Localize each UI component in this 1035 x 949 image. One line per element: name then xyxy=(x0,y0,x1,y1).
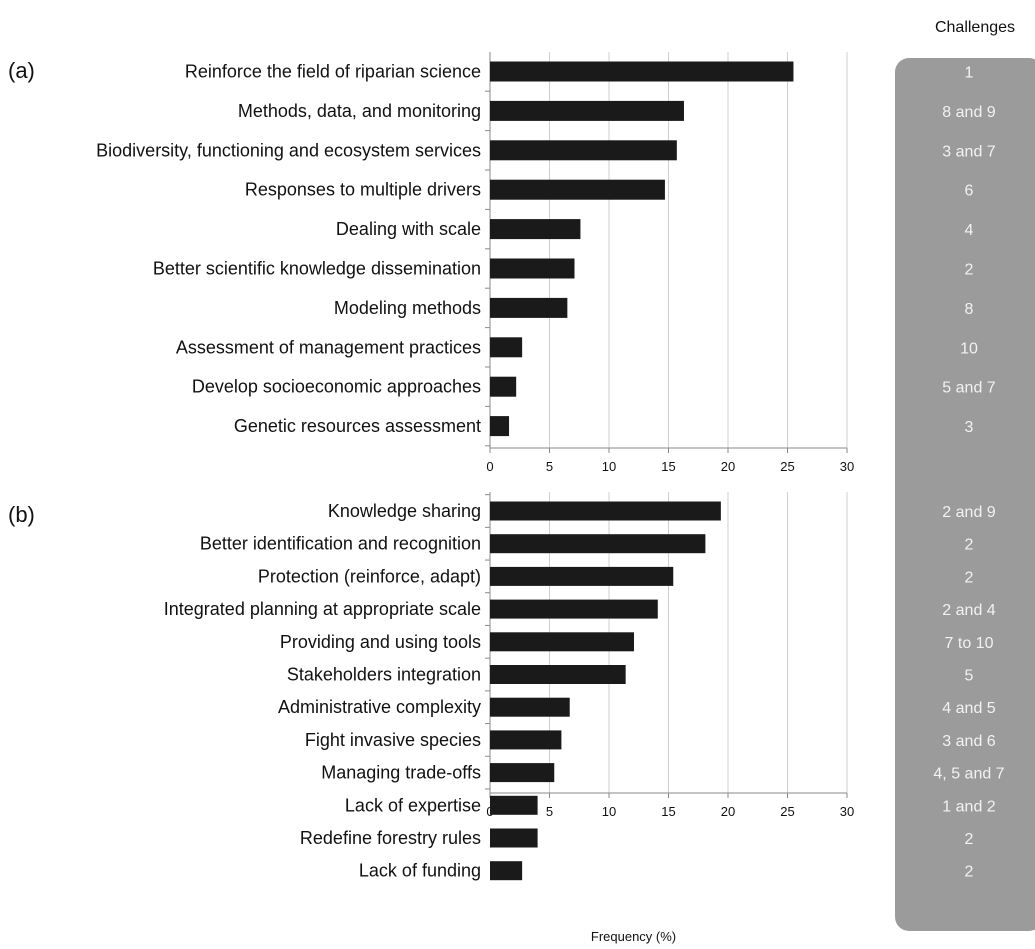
category-label: Redefine forestry rules xyxy=(300,828,481,848)
bar xyxy=(490,599,658,619)
challenge-label: 4, 5 and 7 xyxy=(933,766,1004,783)
challenge-label: 3 and 7 xyxy=(942,143,995,160)
bar xyxy=(490,297,568,318)
x-tick-label: 10 xyxy=(602,804,616,819)
category-label: Lack of expertise xyxy=(345,795,481,815)
category-label: Genetic resources assessment xyxy=(234,416,481,436)
category-label: Managing trade-offs xyxy=(321,763,481,783)
category-label: Protection (reinforce, adapt) xyxy=(258,566,481,586)
bar xyxy=(490,730,562,750)
bar xyxy=(490,534,706,554)
bar xyxy=(490,665,626,684)
panel-label: (a) xyxy=(8,58,35,83)
category-label: Stakeholders integration xyxy=(287,665,481,685)
challenge-label: 2 xyxy=(965,864,974,881)
category-label: Administrative complexity xyxy=(278,697,481,717)
bar xyxy=(490,566,674,586)
x-tick-label: 10 xyxy=(602,459,616,474)
category-label: Develop socioeconomic approaches xyxy=(192,377,481,397)
bar xyxy=(490,219,581,240)
x-tick-label: 0 xyxy=(486,459,493,474)
category-label: Methods, data, and monitoring xyxy=(238,101,481,121)
category-label: Providing and using tools xyxy=(280,632,481,652)
challenge-label: 2 xyxy=(965,537,974,554)
category-label: Lack of funding xyxy=(359,861,481,881)
challenge-label: 8 and 9 xyxy=(942,104,995,121)
category-label: Reinforce the field of riparian science xyxy=(185,62,481,82)
category-label: Fight invasive species xyxy=(305,730,481,750)
challenge-label: 3 xyxy=(965,419,974,436)
x-tick-label: 30 xyxy=(840,459,854,474)
category-label: Modeling methods xyxy=(334,298,481,318)
challenge-label: 6 xyxy=(965,183,974,200)
challenges-header: Challenges xyxy=(935,19,1015,36)
panel-label: (b) xyxy=(8,502,35,527)
panel-a: 0 5 10 15 20 25 30 (a) Reinforce the field of ri… xyxy=(8,52,996,474)
challenge-label: 3 and 6 xyxy=(942,733,995,750)
challenge-label: 2 and 9 xyxy=(942,504,995,521)
x-tick-label: 5 xyxy=(546,459,553,474)
challenge-label: 4 and 5 xyxy=(942,700,995,717)
challenge-label: 1 xyxy=(965,65,974,82)
bar xyxy=(490,763,555,783)
bar xyxy=(490,697,570,717)
x-tick-label: 30 xyxy=(840,804,854,819)
x-tick-label: 20 xyxy=(721,459,735,474)
challenge-label: 5 and 7 xyxy=(942,380,995,397)
bar xyxy=(490,376,517,397)
x-tick-label: 25 xyxy=(780,459,794,474)
challenge-label: 10 xyxy=(960,340,978,357)
challenge-label: 2 xyxy=(965,569,974,586)
bar xyxy=(490,632,634,652)
bar xyxy=(490,416,510,437)
challenge-label: 2 xyxy=(965,262,974,279)
bar xyxy=(490,179,665,200)
category-label: Responses to multiple drivers xyxy=(245,180,481,200)
challenge-label: 1 and 2 xyxy=(942,798,995,815)
x-axis-label: Frequency (%) xyxy=(591,929,676,944)
challenge-label: 5 xyxy=(965,668,974,685)
bar xyxy=(490,828,538,848)
bar xyxy=(490,61,794,82)
x-tick-label: 15 xyxy=(661,804,675,819)
bar xyxy=(490,100,684,121)
bar xyxy=(490,795,538,815)
challenge-label: 2 and 4 xyxy=(942,602,995,619)
challenge-label: 8 xyxy=(965,301,974,318)
category-label: Dealing with scale xyxy=(336,219,481,239)
challenge-label: 2 xyxy=(965,831,974,848)
category-label: Biodiversity, functioning and ecosystem … xyxy=(96,140,481,160)
category-label: Integrated planning at appropriate scale xyxy=(164,599,481,619)
bar xyxy=(490,861,523,881)
bar xyxy=(490,258,575,279)
x-tick-label: 5 xyxy=(546,804,553,819)
x-tick-label: 25 xyxy=(780,804,794,819)
bar xyxy=(490,501,721,521)
challenge-label: 7 to 10 xyxy=(945,635,994,652)
challenges-box xyxy=(895,58,1035,931)
category-label: Better scientific knowledge disseminatio… xyxy=(153,259,481,279)
category-label: Knowledge sharing xyxy=(328,501,481,521)
challenge-label: 4 xyxy=(965,222,974,239)
category-label: Better identification and recognition xyxy=(200,534,481,554)
bar xyxy=(490,140,677,161)
x-tick-label: 15 xyxy=(661,459,675,474)
category-label: Assessment of management practices xyxy=(176,337,481,357)
x-tick-label: 20 xyxy=(721,804,735,819)
bar xyxy=(490,337,523,358)
